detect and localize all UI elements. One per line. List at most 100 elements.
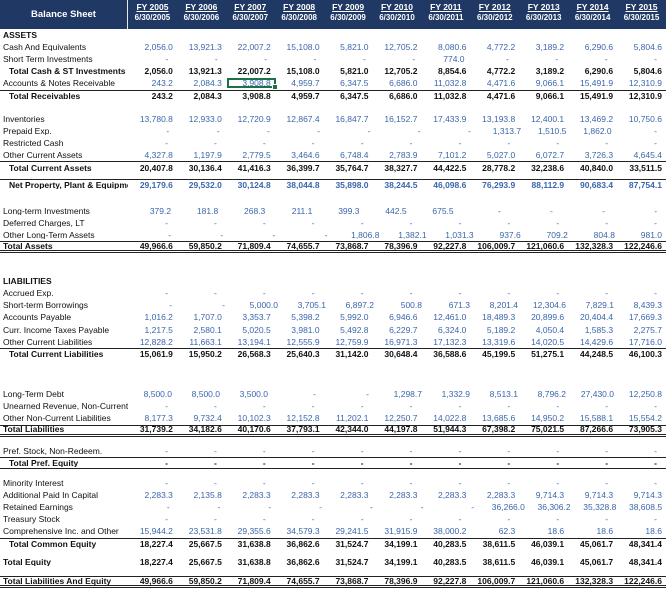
cell[interactable]: - <box>654 401 657 412</box>
cell[interactable]: 25,667.5 <box>188 539 222 550</box>
cell[interactable]: 2,275.7 <box>633 324 662 335</box>
cell[interactable]: 41,416.3 <box>237 162 271 173</box>
cell[interactable]: 12,828.2 <box>139 336 173 347</box>
cell[interactable]: 92,227.8 <box>433 240 467 251</box>
cell[interactable]: 5,821.0 <box>340 66 369 77</box>
cell[interactable]: 38,000.2 <box>433 526 467 537</box>
cell[interactable]: 1,585.3 <box>584 324 614 335</box>
cell[interactable]: 51,944.3 <box>433 424 467 435</box>
cell[interactable]: 20,407.8 <box>139 162 173 173</box>
cell[interactable]: - <box>360 445 364 456</box>
cell[interactable]: 46,039.1 <box>531 556 565 567</box>
row-label[interactable]: Other Current Liabilities <box>3 337 93 347</box>
cell[interactable]: - <box>458 288 462 299</box>
cell[interactable]: - <box>268 502 272 513</box>
column-header-fy2011[interactable]: FY 2011 6/30/2011 <box>421 0 470 29</box>
cell[interactable]: 12,867.4 <box>286 113 320 124</box>
cell[interactable]: - <box>458 514 462 525</box>
column-header-fy2009[interactable]: FY 2009 6/30/2009 <box>324 0 373 29</box>
cell[interactable]: 31,524.7 <box>335 539 369 550</box>
cell[interactable]: 35,328.8 <box>583 502 617 513</box>
cell[interactable]: 6,686.0 <box>389 78 418 89</box>
cell[interactable]: - <box>311 445 315 456</box>
cell[interactable]: - <box>471 502 475 513</box>
cell[interactable]: 1,217.5 <box>144 324 173 335</box>
cell[interactable]: 6,946.6 <box>389 312 418 323</box>
cell[interactable]: 2,056.0 <box>144 41 173 52</box>
cell[interactable]: 14,950.2 <box>531 413 565 424</box>
cell[interactable]: - <box>262 445 266 456</box>
cell[interactable]: - <box>417 125 421 136</box>
cell[interactable]: 71,809.4 <box>237 575 271 586</box>
cell[interactable]: 15,108.0 <box>286 41 320 52</box>
row-label[interactable]: Accounts Payable <box>3 313 72 322</box>
cell[interactable]: - <box>556 477 560 488</box>
cell[interactable]: - <box>213 401 217 412</box>
cell[interactable]: 8,854.6 <box>437 66 467 77</box>
cell[interactable]: - <box>168 229 172 240</box>
cell[interactable]: - <box>556 401 560 412</box>
column-header-fy2007[interactable]: FY 2007 6/30/2007 <box>226 0 275 29</box>
cell[interactable]: 36,862.6 <box>286 539 320 550</box>
cell[interactable]: 122,246.6 <box>624 575 662 586</box>
cell[interactable]: 1,707.0 <box>193 312 222 323</box>
cell[interactable]: 8,177.3 <box>144 413 173 424</box>
cell[interactable]: - <box>654 477 657 488</box>
cell[interactable]: - <box>654 205 658 216</box>
cell[interactable]: - <box>604 54 608 65</box>
cell[interactable]: - <box>409 457 413 468</box>
cell[interactable]: 9,714.3 <box>633 490 662 501</box>
cell[interactable]: 1,332.9 <box>441 389 470 400</box>
cell[interactable]: 3,189.2 <box>535 41 565 52</box>
cell[interactable]: - <box>362 54 366 65</box>
cell[interactable]: - <box>360 477 364 488</box>
cell[interactable]: 18.6 <box>645 526 662 537</box>
row-label[interactable]: Accrued Exp. <box>3 289 54 298</box>
cell[interactable]: 5,992.0 <box>340 312 369 323</box>
cell[interactable]: - <box>169 300 172 311</box>
cell[interactable]: - <box>360 137 364 148</box>
cell[interactable]: 90,683.4 <box>579 179 614 190</box>
cell[interactable]: 29,241.5 <box>335 526 369 537</box>
cell[interactable]: - <box>468 125 471 136</box>
cell[interactable]: 12,152.8 <box>286 413 320 424</box>
cell[interactable]: - <box>262 514 266 525</box>
cell[interactable]: - <box>311 217 315 228</box>
cell[interactable]: 45,061.7 <box>579 539 614 550</box>
cell[interactable]: 88,112.9 <box>531 179 565 190</box>
cell[interactable]: 38,044.8 <box>286 179 320 190</box>
cell[interactable]: 804.8 <box>593 229 615 240</box>
cell[interactable]: - <box>458 137 462 148</box>
table-title[interactable]: Balance Sheet <box>0 0 128 29</box>
cell[interactable]: - <box>165 457 168 468</box>
cell[interactable]: 2,283.3 <box>437 490 467 501</box>
cell[interactable]: 6,347.5 <box>340 78 369 89</box>
cell[interactable]: 73,868.7 <box>335 575 369 586</box>
cell[interactable]: 3,726.3 <box>584 150 614 161</box>
cell[interactable]: 8,500.0 <box>143 389 172 400</box>
cell[interactable]: - <box>458 217 462 228</box>
cell[interactable]: - <box>458 477 462 488</box>
cell[interactable]: 78,396.9 <box>384 240 418 251</box>
cell[interactable]: 13,685.6 <box>482 413 516 424</box>
cell[interactable]: 12,250.8 <box>628 389 662 400</box>
cell[interactable]: 14,429.6 <box>579 336 614 347</box>
cell[interactable]: - <box>654 54 657 65</box>
cell[interactable]: 937.6 <box>499 229 521 240</box>
cell[interactable]: 1,197.9 <box>193 150 222 161</box>
cell[interactable]: 34,199.1 <box>384 539 418 550</box>
cell[interactable]: - <box>409 445 413 456</box>
cell[interactable]: - <box>605 514 609 525</box>
cell[interactable]: - <box>360 401 364 412</box>
cell[interactable]: - <box>213 288 217 299</box>
cell[interactable]: 49,966.6 <box>139 240 173 251</box>
cell[interactable]: 40,170.6 <box>237 424 271 435</box>
cell[interactable]: 8,500.0 <box>191 389 220 400</box>
cell[interactable]: - <box>319 502 322 513</box>
cell[interactable]: 31,142.0 <box>335 349 369 360</box>
cell[interactable]: 45,061.7 <box>579 556 614 567</box>
cell[interactable]: 9,066.1 <box>535 91 565 102</box>
cell[interactable]: 10,102.3 <box>237 413 271 424</box>
cell[interactable]: - <box>369 502 373 513</box>
cell[interactable]: - <box>366 389 369 400</box>
